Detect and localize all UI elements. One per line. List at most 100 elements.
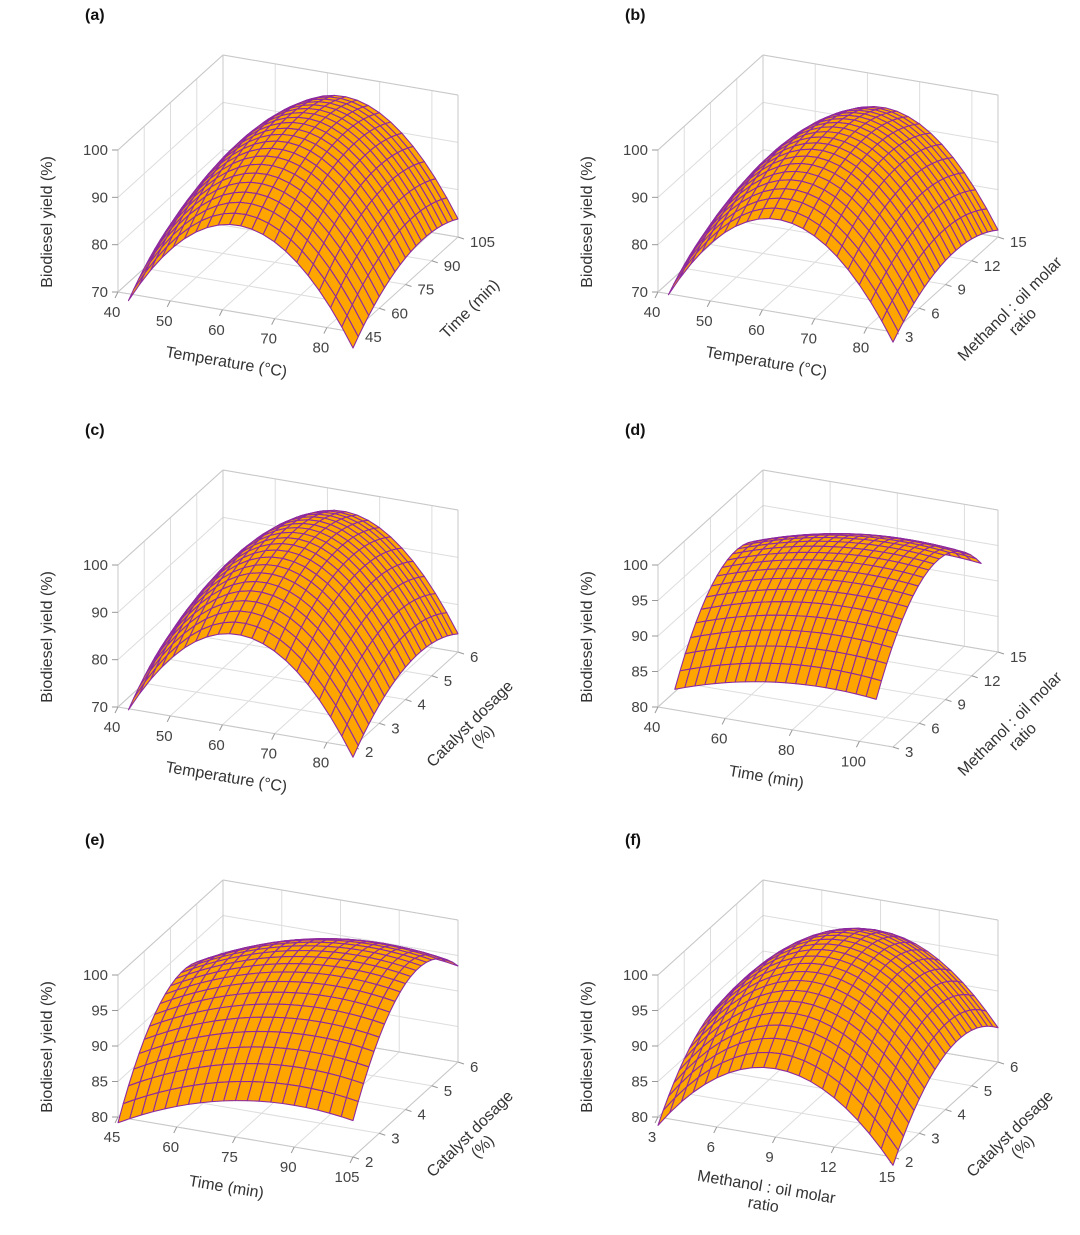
z-tick-label: 100: [623, 557, 648, 574]
y-tick-mark: [946, 285, 952, 287]
z-axis-title: Biodiesel yield (%): [39, 156, 56, 288]
z-tick-label: 80: [91, 1109, 108, 1126]
response-surface: [128, 95, 458, 348]
x-tick-mark: [655, 292, 658, 298]
surface-plot-e: 456075901052345680859095100(e)Biodiesel …: [0, 825, 540, 1235]
y-tick-mark: [946, 700, 952, 702]
z-tick-label: 80: [91, 652, 108, 669]
x-tick-label: 70: [800, 331, 817, 348]
x-tick-mark: [291, 1147, 294, 1153]
x-tick-mark: [773, 1137, 776, 1143]
y-tick-label: 45: [365, 329, 382, 346]
x-axis-title: Methanol : oil molarratio: [693, 1168, 837, 1226]
y-axis-title: Catalyst dosage(%): [424, 678, 530, 784]
box-edge: [763, 470, 998, 510]
y-tick-mark: [432, 1086, 438, 1088]
z-tick-label: 95: [631, 593, 648, 610]
x-tick-label: 12: [820, 1159, 837, 1176]
x-tick-label: 50: [156, 313, 173, 330]
x-tick-mark: [789, 730, 792, 736]
x-axis-title-line: Temperature (°C): [164, 344, 288, 381]
response-surface: [675, 534, 981, 700]
panel-label: (f): [625, 832, 641, 849]
x-tick-label: 45: [104, 1129, 121, 1146]
y-axis-title-line: Catalyst dosage: [424, 1088, 517, 1181]
x-axis-title-line: Temperature (°C): [164, 759, 288, 796]
z-tick-label: 70: [91, 284, 108, 301]
y-tick-mark: [458, 652, 464, 654]
y-tick-label: 6: [470, 649, 478, 666]
box-edge: [223, 470, 458, 510]
z-tick-label: 100: [83, 967, 108, 984]
y-tick-label: 3: [905, 329, 913, 346]
x-tick-mark: [714, 1127, 717, 1133]
y-axis-title-line: Catalyst dosage: [424, 678, 517, 771]
z-axis-title: Biodiesel yield (%): [39, 981, 56, 1113]
x-tick-mark: [759, 310, 762, 316]
x-tick-mark: [219, 310, 222, 316]
x-tick-label: 80: [313, 755, 330, 772]
x-tick-label: 90: [280, 1159, 297, 1176]
x-tick-mark: [219, 725, 222, 731]
y-axis-title-line: Methanol : oil molar: [955, 668, 1066, 779]
y-tick-label: 5: [984, 1083, 992, 1100]
y-tick-mark: [406, 1110, 412, 1112]
z-tick-label: 90: [631, 189, 648, 206]
x-tick-label: 60: [748, 322, 765, 339]
y-tick-label: 6: [931, 305, 939, 322]
x-tick-mark: [812, 319, 815, 325]
x-tick-mark: [174, 1127, 177, 1133]
y-tick-mark: [919, 723, 925, 725]
x-tick-label: 60: [208, 737, 225, 754]
y-tick-mark: [893, 747, 899, 749]
z-axis-title: Biodiesel yield (%): [579, 571, 596, 703]
x-tick-mark: [324, 328, 327, 334]
y-tick-mark: [432, 676, 438, 678]
x-tick-label: 75: [221, 1149, 238, 1166]
x-tick-mark: [831, 1147, 834, 1153]
response-surface: [128, 510, 458, 757]
y-tick-label: 9: [958, 282, 966, 299]
y-axis-title: Catalyst dosage(%): [424, 1088, 530, 1194]
y-tick-label: 6: [931, 720, 939, 737]
y-tick-label: 2: [365, 744, 373, 761]
y-tick-label: 3: [391, 1130, 399, 1147]
z-tick-label: 80: [631, 699, 648, 716]
x-tick-mark: [655, 1117, 658, 1123]
y-tick-label: 6: [470, 1059, 478, 1076]
z-tick-label: 80: [631, 237, 648, 254]
x-tick-label: 80: [853, 340, 870, 357]
surface-plot-a: 405060708045607590105708090100(a)Biodies…: [0, 0, 540, 410]
x-tick-label: 70: [260, 746, 277, 763]
y-tick-label: 3: [391, 720, 399, 737]
y-tick-mark: [406, 285, 412, 287]
y-tick-mark: [919, 308, 925, 310]
x-tick-mark: [655, 707, 658, 713]
x-axis-title: Time (min): [727, 763, 805, 792]
y-tick-mark: [379, 1133, 385, 1135]
z-tick-label: 70: [91, 699, 108, 716]
z-tick-label: 85: [91, 1074, 108, 1091]
x-tick-label: 100: [841, 753, 866, 770]
x-tick-label: 60: [711, 730, 728, 747]
x-tick-label: 9: [765, 1149, 773, 1166]
response-surface: [668, 107, 998, 343]
x-tick-label: 80: [313, 340, 330, 357]
x-tick-mark: [167, 301, 170, 307]
x-tick-mark: [350, 1157, 353, 1163]
y-tick-label: 12: [984, 258, 1001, 275]
panel-label: (d): [625, 422, 645, 439]
z-tick-label: 90: [91, 604, 108, 621]
y-tick-label: 2: [365, 1154, 373, 1171]
y-tick-label: 5: [444, 673, 452, 690]
y-axis-title: Methanol : oil molarratio: [955, 668, 1079, 792]
panel-label: (a): [85, 7, 105, 24]
y-tick-label: 4: [418, 1107, 426, 1124]
y-tick-label: 5: [444, 1083, 452, 1100]
y-tick-label: 12: [984, 673, 1001, 690]
x-tick-label: 50: [156, 728, 173, 745]
y-tick-label: 60: [391, 305, 408, 322]
y-tick-mark: [998, 237, 1004, 239]
